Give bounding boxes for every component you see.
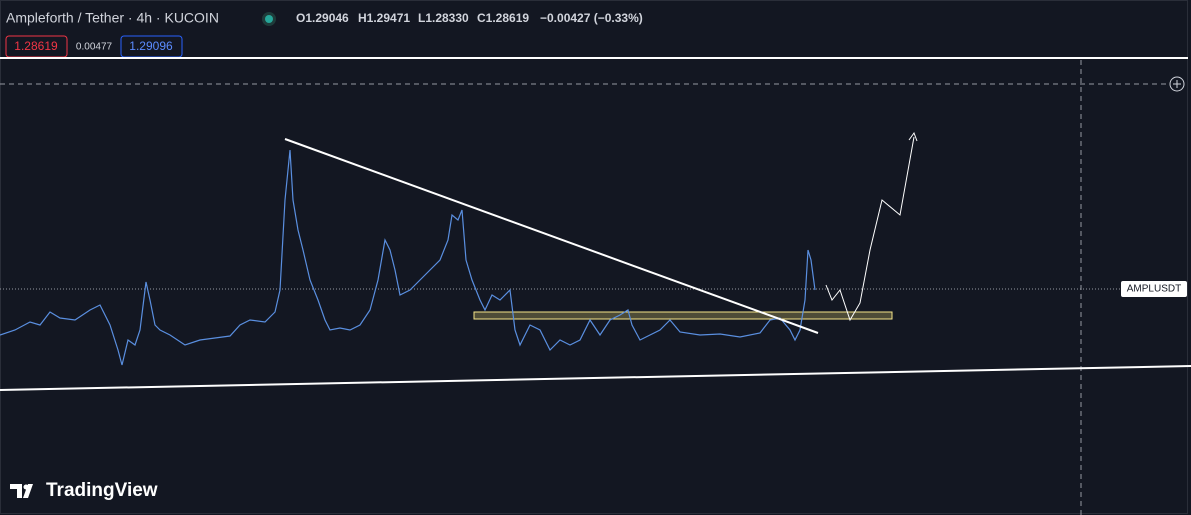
ohlc-change: −0.00427 (−0.33%)	[540, 11, 643, 25]
ohlc-close: C1.28619	[477, 11, 529, 25]
status-dot	[265, 15, 273, 23]
symbol-label: AMPLUSDT	[1127, 284, 1181, 295]
trend-line	[284, 138, 819, 334]
symbol-label-box	[1121, 281, 1187, 297]
price-series	[0, 149, 816, 366]
ohlc-low: L1.28330	[418, 11, 469, 25]
ohlc-open: O1.29046	[296, 11, 349, 25]
sell-price: 1.28619	[14, 39, 58, 53]
symbol-title[interactable]: Ampleforth / Tether · 4h · KUCOIN	[6, 10, 219, 26]
projection-arrowhead	[908, 131, 918, 142]
support-zone	[473, 311, 893, 320]
support-line	[0, 365, 1191, 391]
logo-text[interactable]: TradingView	[46, 480, 158, 501]
add-icon	[1173, 80, 1181, 88]
ohlc-high: H1.29471	[358, 11, 410, 25]
buy-price: 1.29096	[129, 39, 173, 53]
spread: 0.00477	[76, 42, 113, 53]
logo-dot	[23, 484, 29, 490]
projection-path	[825, 136, 915, 322]
